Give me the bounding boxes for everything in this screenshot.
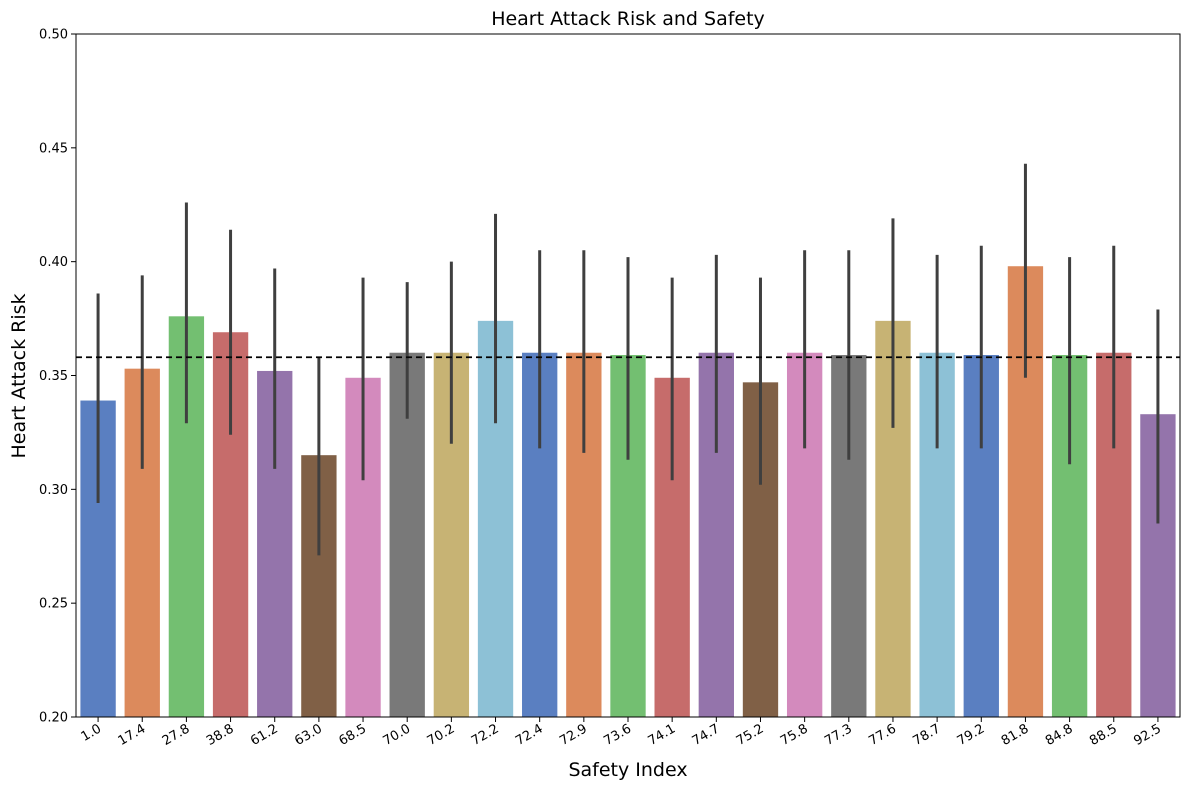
plot-area: 0.20 0.25 0.30 0.35 0.40 0.45 0.50 1.0 17.4 27.8 3…	[39, 28, 1181, 749]
chart-title: Heart Attack Risk and Safety	[491, 8, 765, 30]
x-tick-label: 92.5	[1131, 721, 1164, 748]
y-tick-label: 0.35	[39, 369, 68, 384]
y-tick-label: 0.50	[39, 28, 68, 43]
x-tick-label: 74.7	[690, 721, 723, 748]
y-tick-label: 0.20	[39, 711, 68, 726]
x-tick-label: 73.6	[601, 721, 634, 748]
x-tick-label: 77.3	[822, 721, 855, 748]
y-tick-label: 0.40	[39, 255, 68, 270]
y-tick-label: 0.45	[39, 141, 68, 156]
x-tick-label: 72.4	[513, 721, 546, 748]
x-tick-label: 79.2	[955, 721, 988, 748]
x-tick-label: 84.8	[1043, 721, 1076, 748]
y-tick-label: 0.25	[39, 597, 68, 612]
x-tick-label: 17.4	[116, 721, 149, 748]
x-tick-label: 77.6	[866, 721, 899, 748]
x-tick-label: 72.2	[469, 721, 502, 748]
x-tick-label: 75.2	[734, 721, 767, 748]
y-tick-label: 0.30	[39, 483, 68, 498]
y-axis-label: Heart Attack Risk	[8, 294, 30, 459]
x-tick-label: 27.8	[160, 721, 193, 748]
x-tick-label: 74.1	[646, 721, 679, 748]
x-tick-label: 88.5	[1087, 721, 1120, 748]
x-tick-label: 75.8	[778, 721, 811, 748]
x-tick-label: 38.8	[204, 721, 237, 748]
x-tick-label: 78.7	[911, 721, 944, 748]
x-tick-label: 72.9	[557, 721, 590, 748]
x-tick-label: 70.0	[381, 721, 414, 748]
x-tick-label: 63.0	[292, 721, 325, 748]
x-tick-label: 70.2	[425, 721, 458, 748]
x-axis-label: Safety Index	[568, 759, 687, 781]
x-tick-label: 81.8	[999, 721, 1032, 748]
x-tick-label: 1.0	[79, 721, 104, 744]
x-tick-label: 61.2	[248, 721, 281, 748]
x-tick-label: 68.5	[336, 721, 369, 748]
